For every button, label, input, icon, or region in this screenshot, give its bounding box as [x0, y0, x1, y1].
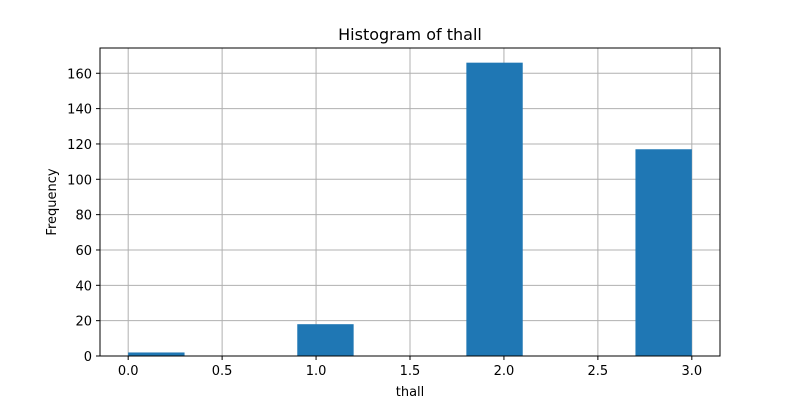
y-tick-label: 120	[67, 138, 92, 153]
y-tick-label: 60	[75, 244, 92, 259]
bars	[128, 62, 692, 357]
y-tick-label: 140	[67, 103, 92, 118]
y-tick-label: 80	[75, 209, 92, 224]
x-tick-label: 0.0	[118, 364, 139, 379]
y-tick-label: 40	[75, 279, 92, 294]
y-axis-label: Frequency	[45, 168, 60, 235]
x-axis-label: thall	[396, 385, 425, 400]
x-tick-label: 1.5	[400, 364, 421, 379]
chart-title: Histogram of thall	[338, 25, 482, 44]
y-tick-label: 160	[67, 67, 92, 82]
y-tick-label: 100	[67, 173, 92, 188]
ticks: 0.0 0.5 1.0 1.5 2.0 2.5 3.0 0 20 40 60 80 100 120 140 1…	[67, 67, 702, 379]
x-tick-label: 3.0	[681, 364, 702, 379]
y-tick-label: 20	[75, 315, 92, 330]
x-tick-label: 2.0	[494, 364, 515, 379]
y-tick-label: 0	[84, 350, 92, 365]
histogram-bar	[128, 352, 185, 356]
histogram-bar	[635, 149, 692, 356]
histogram-bar	[466, 62, 523, 357]
histogram-bar	[297, 324, 354, 356]
x-tick-label: 1.0	[306, 364, 327, 379]
x-tick-label: 2.5	[588, 364, 609, 379]
x-tick-label: 0.5	[212, 364, 233, 379]
